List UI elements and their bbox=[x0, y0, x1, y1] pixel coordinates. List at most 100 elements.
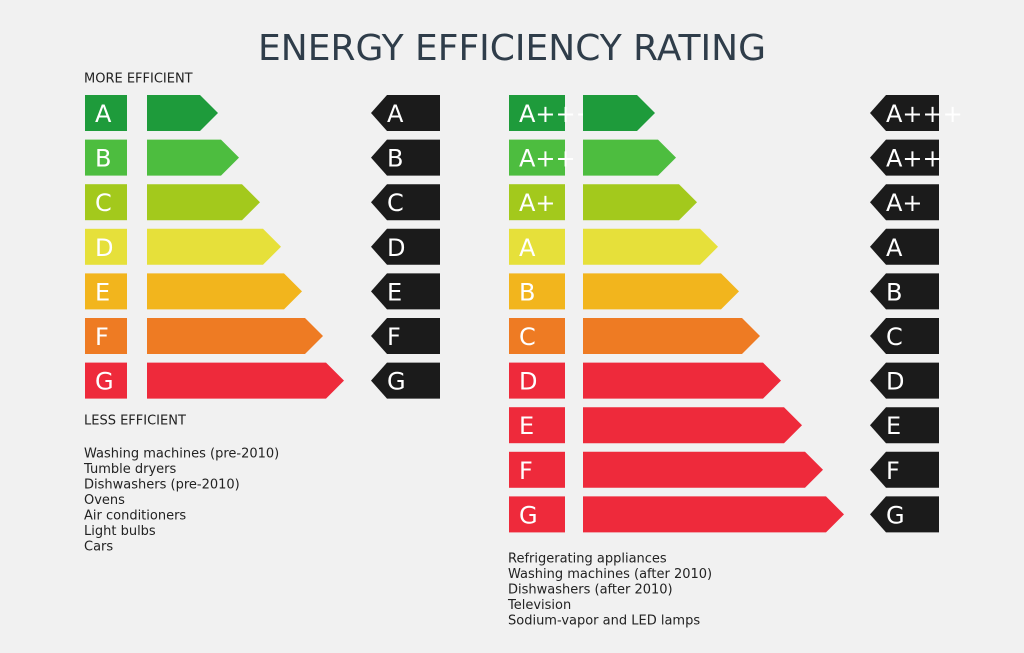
class-label: E bbox=[95, 278, 110, 306]
pointer-label: B bbox=[886, 278, 902, 306]
class-arrow bbox=[583, 407, 802, 444]
class-square bbox=[85, 228, 127, 265]
class-label: F bbox=[95, 323, 109, 351]
class-label: C bbox=[519, 323, 536, 351]
pointer-label: G bbox=[886, 501, 905, 529]
class-square bbox=[509, 273, 565, 310]
class-label: D bbox=[95, 234, 113, 262]
class-label: G bbox=[519, 501, 538, 529]
pointer-label: B bbox=[387, 145, 403, 173]
pointer-label: A+ bbox=[886, 189, 923, 217]
class-arrow bbox=[583, 184, 697, 221]
class-arrow bbox=[147, 273, 302, 310]
class-label: G bbox=[95, 368, 114, 396]
pointer-label: A++ bbox=[886, 145, 943, 173]
pointer bbox=[870, 273, 939, 310]
class-label: B bbox=[95, 145, 111, 173]
class-square bbox=[509, 139, 565, 176]
appliance: Television bbox=[507, 598, 571, 613]
pointer bbox=[371, 184, 440, 221]
class-label: D bbox=[519, 368, 537, 396]
pointer-label: F bbox=[387, 323, 401, 351]
pointer bbox=[870, 496, 939, 533]
class-arrow bbox=[583, 95, 655, 131]
pointer-label: A+++ bbox=[886, 100, 963, 128]
pointer-label: C bbox=[387, 189, 404, 217]
pointer bbox=[870, 95, 939, 131]
pointer bbox=[870, 451, 939, 488]
class-square bbox=[85, 139, 127, 176]
pointer-label: G bbox=[387, 368, 406, 396]
appliance: Refrigerating appliances bbox=[508, 552, 667, 567]
pointer-label: A bbox=[387, 100, 404, 128]
appliance: Ovens bbox=[84, 493, 125, 508]
pointer-label: A bbox=[886, 234, 903, 262]
class-arrow bbox=[583, 318, 760, 354]
top-label: MORE EFFICIENT bbox=[84, 72, 193, 87]
class-arrow bbox=[583, 362, 781, 399]
pointer bbox=[870, 318, 939, 354]
pointer bbox=[870, 407, 939, 444]
pointer-label: C bbox=[886, 323, 903, 351]
class-arrow bbox=[583, 451, 823, 488]
class-square bbox=[509, 318, 565, 354]
class-label: F bbox=[519, 457, 533, 485]
class-square bbox=[509, 95, 565, 131]
appliance: Sodium-vapor and LED lamps bbox=[508, 614, 700, 629]
pointer bbox=[371, 273, 440, 310]
appliance: Cars bbox=[84, 540, 113, 555]
class-square bbox=[85, 362, 127, 399]
pointer bbox=[870, 362, 939, 399]
title: ENERGY EFFICIENCY RATING bbox=[258, 28, 766, 69]
class-square bbox=[85, 273, 127, 310]
class-arrow bbox=[583, 139, 676, 176]
class-square bbox=[509, 407, 565, 444]
class-arrow bbox=[147, 318, 323, 354]
class-label: C bbox=[95, 189, 112, 217]
class-arrow bbox=[583, 228, 718, 265]
appliance: Dishwashers (pre-2010) bbox=[84, 478, 240, 493]
pointer bbox=[371, 139, 440, 176]
class-arrow bbox=[583, 496, 844, 533]
class-square bbox=[509, 496, 565, 533]
class-square bbox=[85, 318, 127, 354]
appliance: Washing machines (after 2010) bbox=[508, 567, 712, 582]
pointer bbox=[371, 318, 440, 354]
class-arrow bbox=[147, 95, 218, 131]
class-arrow bbox=[147, 139, 239, 176]
class-label: A++ bbox=[519, 145, 576, 173]
class-square bbox=[509, 451, 565, 488]
pointer-label: E bbox=[886, 412, 901, 440]
class-arrow bbox=[147, 228, 281, 265]
pointer-label: D bbox=[387, 234, 405, 262]
class-label: A+++ bbox=[519, 100, 596, 128]
pointer bbox=[371, 95, 440, 131]
class-square bbox=[509, 362, 565, 399]
class-square bbox=[509, 228, 565, 265]
class-arrow bbox=[147, 362, 344, 399]
pointer bbox=[371, 228, 440, 265]
class-label: B bbox=[519, 278, 535, 306]
appliance: Dishwashers (after 2010) bbox=[508, 583, 673, 598]
class-label: A+ bbox=[519, 189, 556, 217]
appliance: Air conditioners bbox=[84, 509, 186, 524]
pointer bbox=[870, 228, 939, 265]
appliance: Washing machines (pre-2010) bbox=[84, 447, 279, 462]
class-arrow bbox=[583, 273, 739, 310]
pointer bbox=[371, 362, 440, 399]
class-label: A bbox=[519, 234, 536, 262]
pointer-label: F bbox=[886, 457, 900, 485]
pointer-label: D bbox=[886, 368, 904, 396]
appliance: Tumble dryers bbox=[83, 462, 176, 477]
pointer bbox=[870, 184, 939, 221]
class-square bbox=[85, 184, 127, 221]
class-square bbox=[85, 95, 127, 131]
class-square bbox=[509, 184, 565, 221]
appliance: Light bulbs bbox=[84, 524, 156, 539]
class-label: A bbox=[95, 100, 112, 128]
class-arrow bbox=[147, 184, 260, 221]
pointer bbox=[870, 139, 939, 176]
bottom-label: LESS EFFICIENT bbox=[84, 414, 186, 429]
pointer-label: E bbox=[387, 278, 402, 306]
